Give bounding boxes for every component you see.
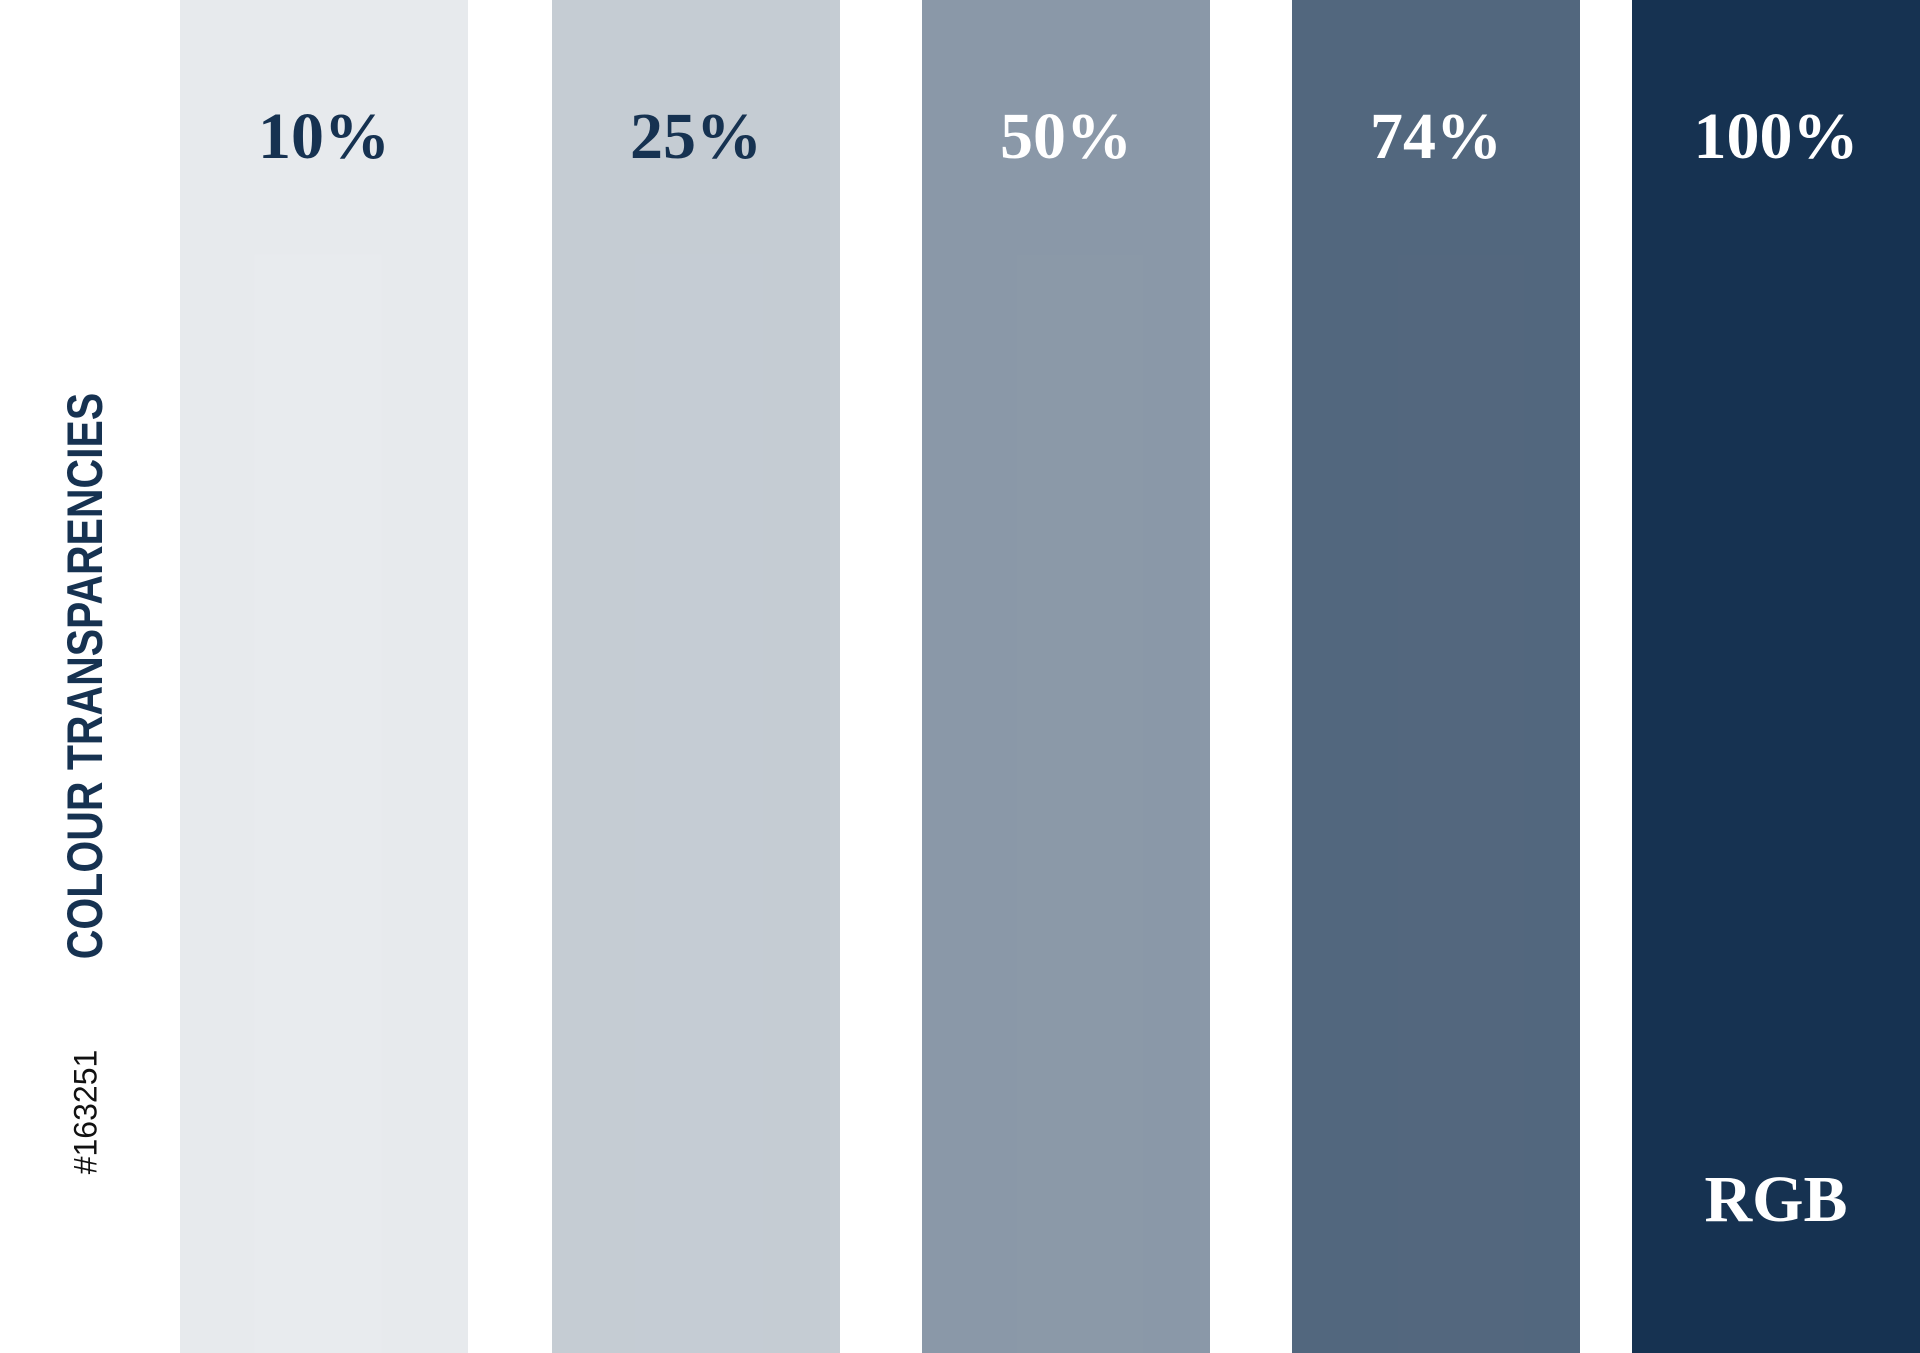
swatch	[552, 0, 840, 1353]
hex-code: #163251	[67, 1050, 103, 1175]
rgb-label: RGB	[1704, 1163, 1847, 1236]
swatch-label: 50%	[1000, 100, 1132, 173]
swatch-label: 74%	[1370, 100, 1502, 173]
swatch-label: 100%	[1694, 100, 1859, 173]
swatch	[1292, 0, 1580, 1353]
swatch	[1632, 0, 1920, 1353]
swatch-label: 25%	[630, 100, 762, 173]
swatch	[180, 0, 468, 1353]
swatch	[922, 0, 1210, 1353]
swatch-label: 10%	[258, 100, 390, 173]
title: COLOUR TRANSPARENCIES	[57, 393, 113, 959]
